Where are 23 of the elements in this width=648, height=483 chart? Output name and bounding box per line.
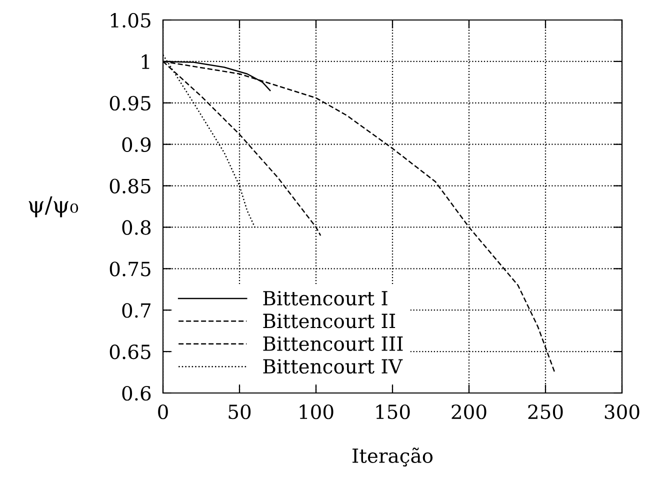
y-tick-label: 0.8 (122, 220, 151, 235)
x-tick-label: 150 (376, 404, 410, 420)
x-tick-label: 300 (604, 404, 640, 420)
y-tick-label: 1.05 (110, 12, 150, 28)
legend-label: Bittencourt III (263, 336, 403, 351)
y-tick-label: 0.7 (122, 303, 150, 318)
y-tick-label: 0.85 (110, 178, 150, 194)
legend-label: Bittencourt IV (263, 359, 403, 374)
y-axis-title: ψ/ψ₀ (28, 196, 78, 218)
y-tick-label: 0.75 (110, 262, 150, 276)
x-tick-label: 250 (528, 404, 563, 420)
x-axis-title: Iteração (352, 448, 433, 466)
y-tick-label: 0.95 (110, 96, 150, 111)
x-tick-label: 200 (452, 404, 486, 420)
x-tick-label: 0 (158, 404, 168, 420)
y-tick-label: 1 (142, 54, 150, 69)
y-tick-label: 0.9 (122, 137, 151, 152)
y-tick-label: 0.6 (122, 386, 151, 401)
legend-label: Bittencourt II (263, 314, 396, 328)
x-tick-label: 50 (228, 404, 251, 420)
y-tick-label: 0.65 (110, 344, 150, 360)
legend-label: Bittencourt I (263, 290, 388, 306)
x-tick-label: 100 (300, 404, 334, 420)
